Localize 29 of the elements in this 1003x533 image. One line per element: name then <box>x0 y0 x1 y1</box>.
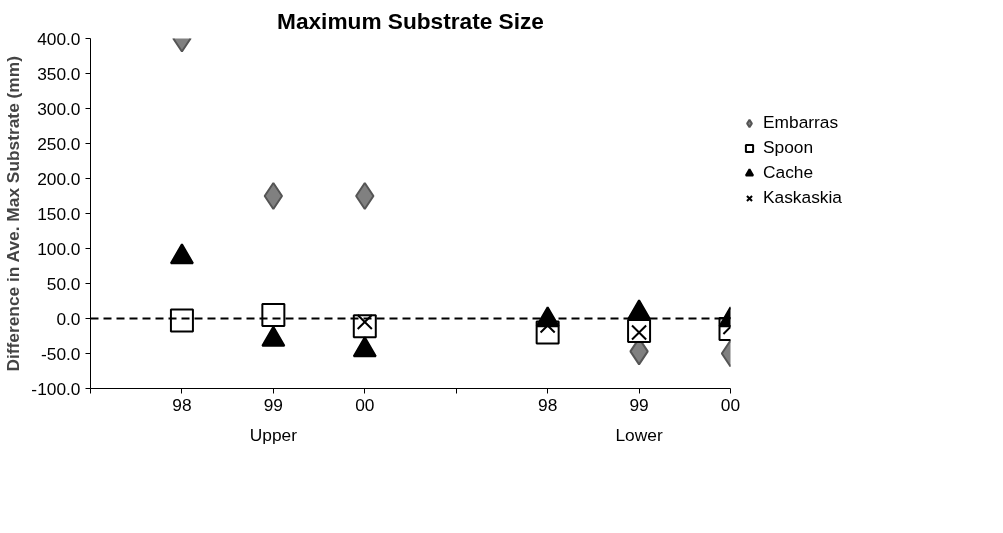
y-tick-label: 0.0 <box>56 308 81 329</box>
point <box>261 303 286 327</box>
point <box>169 308 194 333</box>
chart-title: Maximum Substrate Size <box>277 7 544 34</box>
x-tick-label: 00 <box>355 394 375 415</box>
y-tick-label: -50.0 <box>41 343 81 364</box>
y-tick-label: 200.0 <box>37 168 81 189</box>
y-tick-label: 150.0 <box>37 203 81 224</box>
y-tick-label: 400.0 <box>37 28 81 49</box>
y-tick-label: 300.0 <box>37 98 81 119</box>
x-tick-label: 99 <box>629 394 649 415</box>
x-tick-label: 98 <box>172 394 192 415</box>
x-tick-label: 00 <box>720 394 741 415</box>
y-axis-title: Difference in Ave. Max Substrate (mm) <box>3 56 24 372</box>
legend-label: Embarras <box>763 112 839 133</box>
point <box>263 182 284 210</box>
x-tick-label: 98 <box>538 394 558 415</box>
point <box>355 182 375 210</box>
text: Upper <box>249 424 298 445</box>
legend-label: Spoon <box>763 137 814 158</box>
legend-label: Kaskaskia <box>763 187 842 208</box>
text: Lower <box>615 424 663 445</box>
y-tick-label: 350.0 <box>37 63 81 84</box>
y-tick-label: 50.0 <box>46 273 81 294</box>
legend-label: Cache <box>763 162 814 183</box>
y-tick-label: 100.0 <box>37 238 81 259</box>
y-tick-label: 250.0 <box>37 133 81 154</box>
y-tick-label: -100.0 <box>31 378 81 399</box>
x-tick-label: 99 <box>263 394 283 415</box>
